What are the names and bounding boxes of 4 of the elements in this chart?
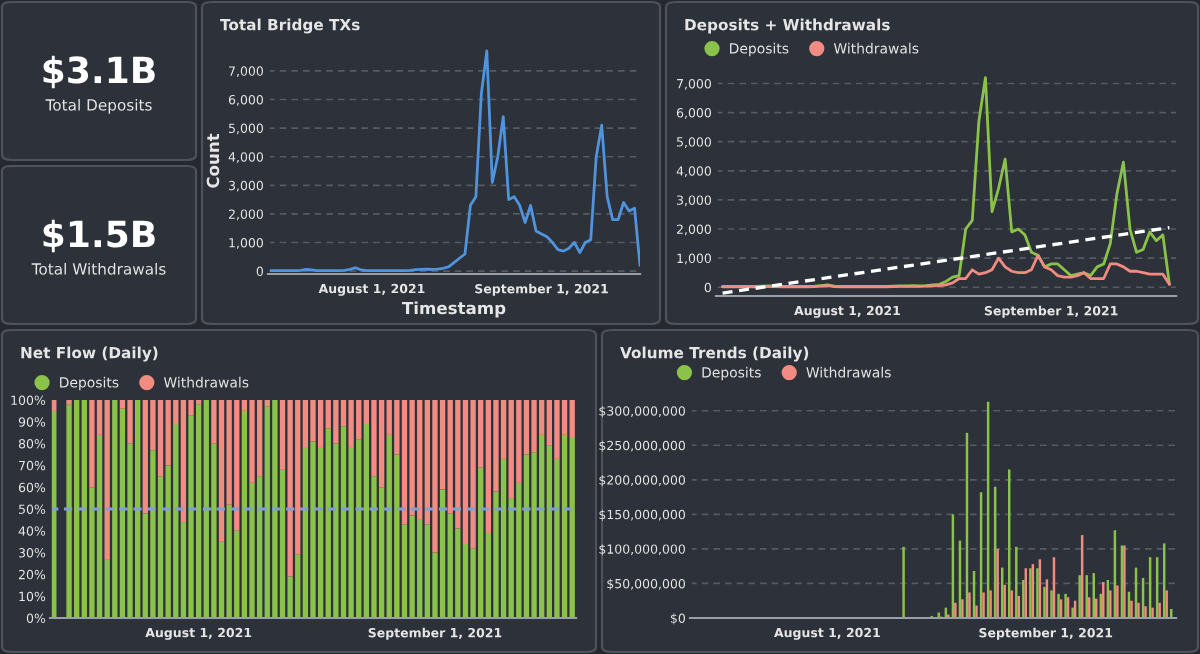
y-axis-title: Count bbox=[206, 133, 220, 188]
x-axis-title: Timestamp bbox=[401, 301, 506, 318]
text: $1.5B bbox=[43, 219, 155, 253]
text: $3.1B bbox=[43, 55, 155, 89]
